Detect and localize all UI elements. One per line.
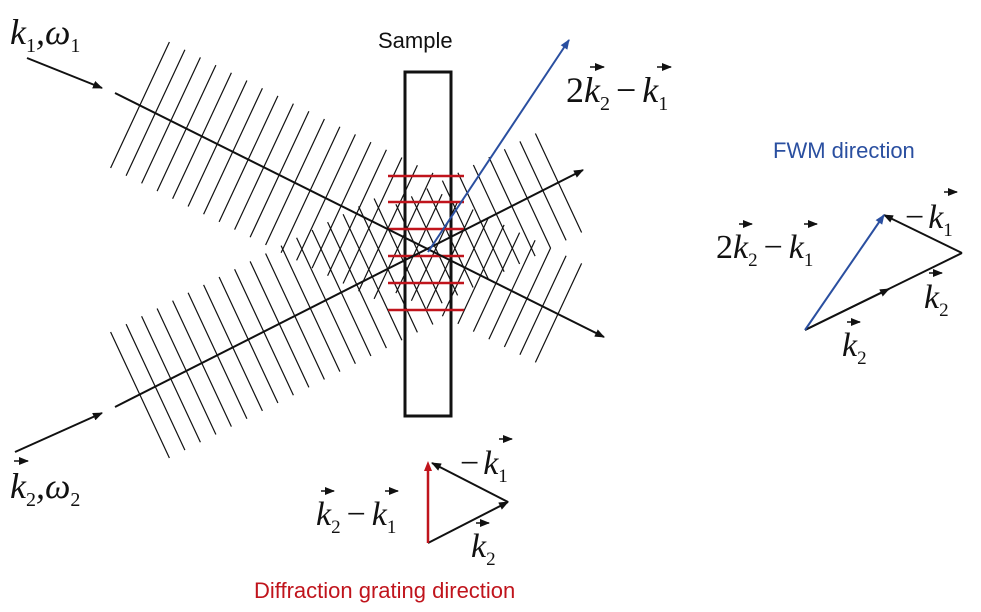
fwm-direction-title: FWM direction: [773, 138, 915, 163]
wavefront-line: [503, 247, 552, 348]
fwm-signal-arrow: [427, 39, 570, 253]
wavefront-line: [519, 255, 567, 355]
beam2-incoming-arrow: [14, 412, 103, 453]
beam1-ray: [114, 92, 605, 338]
beam2-ray: [114, 169, 584, 408]
wavefront-line: [441, 216, 490, 317]
svg-text:k2: k2: [471, 528, 496, 570]
svg-text:2k2−k1: 2k2− k1: [716, 229, 813, 271]
svg-text:k2: k2: [924, 279, 949, 321]
signal-label: 2k2− k1: [566, 63, 672, 115]
svg-text:k2,ω2: k2,ω2: [10, 466, 80, 511]
beam1-incoming-arrow: [26, 57, 103, 89]
fwm-resultant-vector: [804, 214, 885, 331]
sample-label: Sample: [378, 28, 453, 53]
wavefront-line: [534, 263, 583, 363]
grating-minus-k1-vector: [431, 462, 509, 503]
grating-k2-label: k2: [471, 519, 496, 570]
grating-k2-vector: [427, 501, 509, 544]
fwm-k2-mid-arrow: [804, 288, 890, 331]
beam1-wavefronts: [110, 41, 583, 363]
svg-text:k2−k1: k2− k1: [316, 496, 396, 538]
wavefront-line: [457, 224, 505, 325]
fwm-minus-k1-vector: [883, 214, 963, 254]
svg-text:−k1: − k1: [905, 199, 953, 241]
beam2-wavefronts: [110, 133, 583, 459]
beam1-label: k1,ω1: [10, 12, 80, 57]
svg-text:−k1: − k1: [460, 445, 508, 487]
wavefront-line: [472, 232, 521, 332]
fwm-resultant-label: 2k2− k1: [716, 220, 818, 271]
grating-lines: [388, 174, 464, 312]
grating-difference-label: k2− k1: [316, 487, 399, 538]
fwm-k2-label-bottom: k2: [842, 318, 867, 369]
beam2-label: k2,ω2: [10, 457, 80, 511]
sample-slab: [403, 70, 453, 418]
svg-text:2k2−k1: 2k2− k1: [566, 70, 668, 115]
grating-minus-k1-label: − k1: [460, 435, 513, 487]
svg-text:k2: k2: [842, 327, 867, 369]
diffraction-direction-title: Diffraction grating direction: [254, 578, 515, 603]
fwm-minus-k1-label: − k1: [905, 188, 958, 241]
wavefront-line: [488, 240, 536, 340]
fwm-k2-label-right: k2: [924, 269, 949, 321]
